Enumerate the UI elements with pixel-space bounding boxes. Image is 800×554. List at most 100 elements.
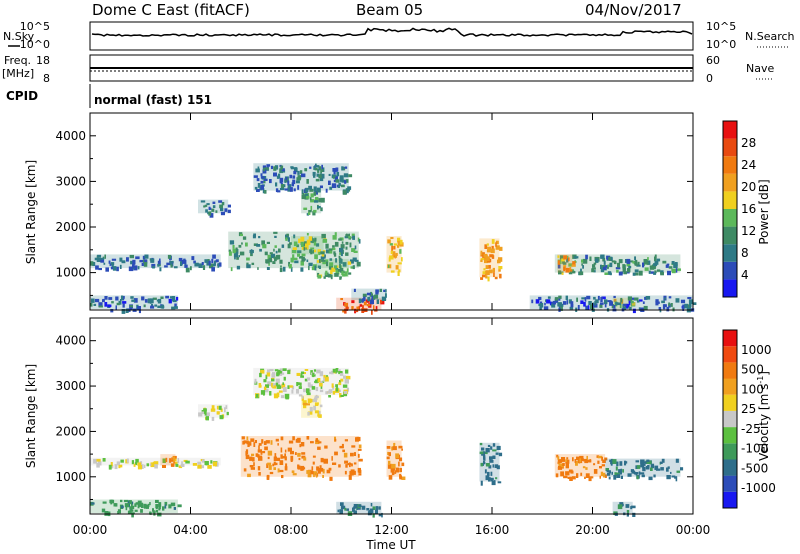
velocity-echo-cell <box>496 445 501 450</box>
power-echo-cell <box>671 261 675 265</box>
velocity-echo-cell <box>271 373 276 378</box>
power-echo-cell <box>369 293 373 297</box>
power-echo-cell <box>318 174 322 179</box>
power-echo-cell <box>282 266 286 272</box>
power-echo-cell <box>245 242 248 247</box>
velocity-echo-cell <box>322 475 324 478</box>
power-echo-cell <box>322 261 327 265</box>
velocity-echo-cell <box>197 461 202 465</box>
velocity-echo-cell <box>216 405 219 410</box>
power-echo-cell <box>345 241 349 245</box>
velocity-echo-cell <box>492 449 497 452</box>
velocity-echo-cell <box>356 507 361 510</box>
freq-tick-top: 18 <box>36 54 50 67</box>
velocity-echo-cell <box>180 463 185 467</box>
power-echo-cell <box>630 300 634 304</box>
velocity-echo-cell <box>306 392 311 396</box>
power-echo-cell <box>319 185 323 189</box>
velocity-echo-cell <box>314 402 319 406</box>
power-echo-cell <box>629 306 632 310</box>
velocity-echo-cell <box>494 464 499 468</box>
power-echo-cell <box>293 241 298 247</box>
power-echo-cell <box>309 188 314 192</box>
power-echo-cell <box>310 193 314 198</box>
power-echo-cell <box>108 297 113 300</box>
power-echo-cell <box>306 179 309 184</box>
power-echo-cell <box>254 186 258 190</box>
velocity-echo-cell <box>275 378 280 384</box>
power-echo-cell <box>242 236 247 240</box>
velocity-echo-cell <box>264 388 269 393</box>
time-axis: 00:00 04:00 08:00 12:00 16:00 20:00 00:00 <box>73 113 710 537</box>
velocity-echo-cell <box>306 377 311 381</box>
power-echo-cell <box>290 257 294 263</box>
power-echo-cell <box>98 305 103 308</box>
power-echo-cell <box>102 298 105 302</box>
power-echo-cell <box>383 289 386 292</box>
nsky-tick-bottom: 10^0 <box>20 38 50 51</box>
power-echo-cell <box>320 251 325 255</box>
power-echo-cell <box>331 183 337 188</box>
velocity-echo-cell <box>484 469 487 474</box>
power-colorbar-tick: 20 <box>741 180 756 194</box>
power-echo-cell <box>480 252 485 257</box>
power-echo-cell <box>616 269 619 273</box>
velocity-echo-cell <box>340 505 346 510</box>
power-echo-cell <box>398 269 401 273</box>
velocity-echo-cell <box>114 464 118 470</box>
power-echo-cell <box>316 173 320 177</box>
power-colorbar-tick: 8 <box>741 246 749 260</box>
power-echo-cell <box>585 305 588 310</box>
velocity-echo-cell <box>263 391 265 396</box>
power-echo-cell <box>576 297 578 302</box>
power-echo-cell <box>668 296 672 299</box>
velocity-echo-cell <box>570 470 574 474</box>
power-echo-cell <box>339 264 341 269</box>
velocity-echo-cell <box>492 464 494 468</box>
velocity-echo-cell <box>282 382 284 385</box>
power-ylabel: Slant Range [km] <box>24 160 38 264</box>
power-echo-cell <box>250 249 253 255</box>
velocity-colorbar-swatch <box>723 427 737 444</box>
power-echo-cell <box>116 302 120 306</box>
power-echo-cell <box>308 266 310 271</box>
power-echo-cell <box>319 176 324 182</box>
velocity-echo-cell <box>312 398 317 403</box>
nave-label: Nave <box>746 62 774 75</box>
velocity-echo-cell <box>638 471 641 475</box>
power-echo-cell <box>168 298 172 304</box>
velocity-echo-cell <box>483 457 486 461</box>
power-echo-cell <box>653 263 658 267</box>
power-echo-cell <box>620 297 623 303</box>
power-echo-cell <box>273 248 275 252</box>
velocity-echo-cell <box>305 403 310 406</box>
power-echo-cell <box>115 305 117 310</box>
velocity-colorbar-swatch <box>723 410 737 428</box>
power-echo-cell <box>301 242 304 247</box>
velocity-echo-cell <box>282 455 286 459</box>
power-echo-cell <box>275 250 278 254</box>
power-echo-cell <box>595 258 599 263</box>
velocity-echo-cell <box>205 416 209 421</box>
power-echo-cell <box>270 253 276 258</box>
power-echo-cell <box>119 264 122 269</box>
power-echo-cell <box>362 305 364 310</box>
velocity-echo-cell <box>636 475 639 480</box>
power-echo-cell <box>539 303 544 308</box>
velocity-echo-cell <box>278 390 283 393</box>
power-echo-cell <box>329 186 333 190</box>
velocity-echo-cell <box>306 470 311 474</box>
power-echo-cell <box>618 271 623 276</box>
velocity-echo-cell <box>294 452 297 455</box>
velocity-echo-cell <box>260 450 263 455</box>
power-echo-cell <box>600 255 603 259</box>
power-echo-cell <box>180 261 183 266</box>
velocity-echo-cell <box>127 510 132 514</box>
power-echo-cell <box>486 249 491 253</box>
power-echo-cell <box>157 260 161 265</box>
velocity-echo-cell <box>212 461 217 467</box>
power-echo-cell <box>389 255 394 260</box>
power-y-axis: 1000 2000 3000 4000 <box>55 129 693 296</box>
velocity-echo-cell <box>597 455 603 459</box>
power-echo-cell <box>330 274 333 280</box>
